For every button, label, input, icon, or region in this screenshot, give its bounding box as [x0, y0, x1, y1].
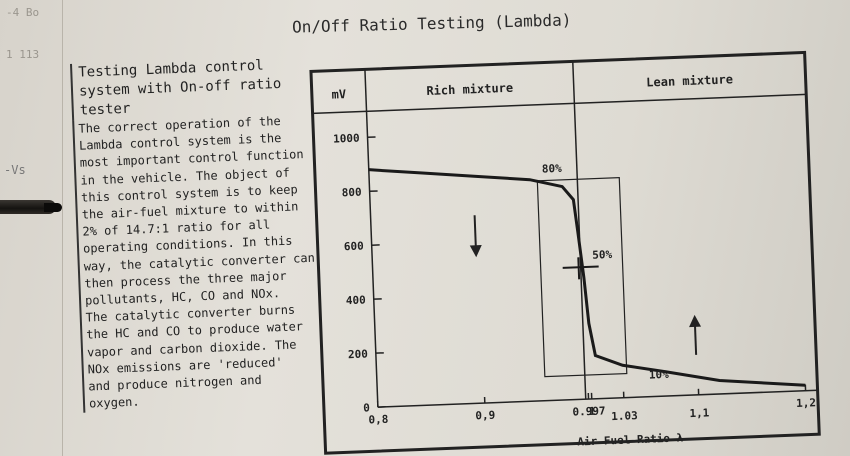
test-window-box [536, 177, 628, 378]
x-tick-label: 1.03 [611, 409, 638, 423]
sensor-probe-image [0, 200, 56, 214]
y-tick-label: 1000 [333, 132, 360, 146]
annotation-80: 80% [542, 162, 563, 176]
annotation-50: 50% [592, 248, 613, 262]
x-tick-label: 1,2 [796, 396, 816, 410]
chart-frame [309, 50, 821, 455]
x-tick-label: 1 [589, 405, 596, 418]
annotation-10: 10% [649, 368, 670, 382]
x-tick-label: 0,9 [475, 409, 495, 423]
sensor-voltage-curve [368, 168, 806, 387]
x-tick-label: 1,1 [689, 406, 710, 420]
margin-line [62, 0, 63, 456]
arrow-up-icon [689, 314, 702, 355]
corner-note: 1 113 [6, 48, 40, 61]
y-tick-label: 400 [346, 293, 366, 307]
x-axis [377, 389, 818, 408]
corner-note: -4 Bo [6, 6, 40, 19]
x-axis-label: Air Fuel Ratio λ [577, 431, 684, 448]
y-axis [364, 69, 379, 408]
x-tick-label: 0.997 [572, 404, 606, 418]
header-rich: Rich mixture [426, 81, 513, 98]
stoichiometric-line [572, 61, 587, 400]
margin-scribble: -Vs [4, 163, 26, 177]
header-divider [312, 93, 807, 115]
midpoint-marker-vertical [577, 257, 581, 280]
header-lean: Lean mixture [646, 72, 733, 89]
y-tick-label: 600 [344, 240, 364, 254]
y-axis-unit: mV [331, 87, 346, 102]
x-tick-label: 0,8 [368, 413, 388, 427]
y-tick-label: 200 [348, 347, 368, 361]
sensor-probe-tip [44, 203, 62, 212]
y-tick-label: 0 [363, 401, 370, 414]
arrow-down-icon [469, 215, 482, 258]
midpoint-marker [562, 265, 599, 269]
y-tick-label: 800 [342, 186, 362, 200]
y-ticks: 1000 800 600 400 200 0 [333, 132, 386, 415]
